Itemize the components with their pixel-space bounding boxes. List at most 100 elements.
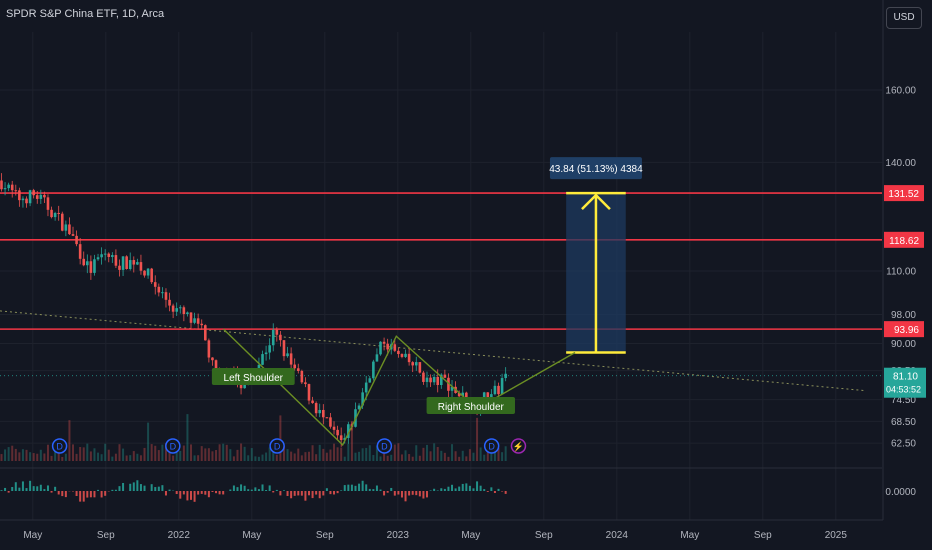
oscillator-bar [215,491,218,494]
oscillator-bar [157,486,160,491]
time-axis[interactable]: May Sep 2022 May Sep 2023 May Sep 2024 May Sep 2025 [0,519,883,541]
volume-bar [29,452,32,461]
oscillator-bar [340,490,343,491]
oscillator-bar [197,491,200,495]
volume-bar [461,450,464,461]
candle-body [89,261,93,273]
volume-bar [89,451,92,461]
candle-body [322,409,325,418]
candle-body [314,403,318,414]
candle-body [372,361,375,379]
candle-body [57,212,61,214]
oscillator-bar [29,480,32,491]
dividend-glyph: D [274,442,281,452]
volume-bar [411,456,414,461]
volume-bar [433,443,436,461]
projection[interactable]: 43.84 (51.13%) 4384 [549,157,643,354]
volume-bar [46,444,49,461]
volume-bar [21,449,24,461]
oscillator-bar [354,485,357,491]
time-tick: Sep [316,530,334,541]
candle-body [436,376,440,386]
volume-bar [0,454,3,461]
volume-bar [440,450,443,461]
volume-bar [347,443,350,461]
candle-body [35,195,39,199]
time-tick: May [23,530,42,541]
volume-bar [275,454,278,461]
oscillator-bar [343,485,346,491]
currency-button[interactable]: USD [886,7,922,29]
chart-title: SPDR S&P China ETF, 1D, Arca [6,8,165,20]
time-tick: Sep [535,530,553,541]
candle-body [132,260,136,265]
volume-bar [104,443,107,461]
time-tick: Sep [754,530,772,541]
oscillator-bar [32,486,35,491]
volume-bar [386,455,389,461]
volume-bars [0,414,507,461]
candle-body [364,382,368,393]
candle-body [114,255,118,266]
volume-bar [476,417,479,461]
volume-bar [175,450,178,461]
volume-bar [336,447,339,461]
oscillator-bar [433,488,436,491]
oscillator-bar [218,491,221,495]
resistance-lines [0,192,882,377]
candle-body [28,190,32,204]
volume-bar [418,455,421,461]
oscillator-bar [50,491,53,493]
oscillator-bar [164,491,167,496]
volume-bar [164,443,167,461]
head-shoulders-pattern[interactable]: Left Shoulder Right Shoulder [211,328,576,447]
price-axis[interactable]: 160.00140.00110.0098.0090.0082.5074.5068… [882,0,932,550]
candle-body [136,262,139,265]
volume-bar [429,451,432,461]
oscillator-bar [86,491,89,498]
volume-bar [458,456,461,461]
earnings-icon [510,438,527,454]
level-tag-bg [884,321,924,338]
volume-bar [79,447,82,461]
volume-bar [254,456,257,461]
oscillator-bar [501,491,504,492]
volume-bar [279,415,282,461]
candle-body [193,318,196,323]
oscillator-bar [329,491,332,495]
volume-bar [225,444,228,461]
oscillator-bar [447,486,450,491]
oscillator-bar [232,485,235,491]
right-shoulder-label-bg [426,397,515,414]
oscillator-bar [458,486,461,491]
volume-bar [390,454,393,461]
volume-bar [118,444,121,461]
candle-body [275,329,279,335]
volume-bar [451,444,454,461]
volume-bar [107,449,110,461]
volume-bar [340,447,343,461]
oscillator-bar [322,491,325,496]
candle-body [14,190,18,192]
oscillator-bar [479,485,482,491]
volume-bar [257,456,260,461]
volume-bar [304,452,307,461]
oscillator-bar [418,491,421,497]
event-markers[interactable]: D D D D D ⚡ [51,438,527,454]
candle-body [39,194,43,199]
volume-bar [350,420,353,461]
volume-bar [32,453,35,461]
candle-body [429,377,432,383]
volume-bar [368,445,371,461]
candle-body [111,255,114,257]
volume-bar [129,455,132,461]
oscillator-bar [118,486,121,491]
volume-bar [443,452,446,461]
candle-body [211,357,214,361]
oscillator-bar [318,491,321,499]
volume-bar [68,420,71,461]
oscillator-bar [132,482,135,491]
oscillator-bar [240,484,243,491]
level-tag-bg [884,231,924,248]
